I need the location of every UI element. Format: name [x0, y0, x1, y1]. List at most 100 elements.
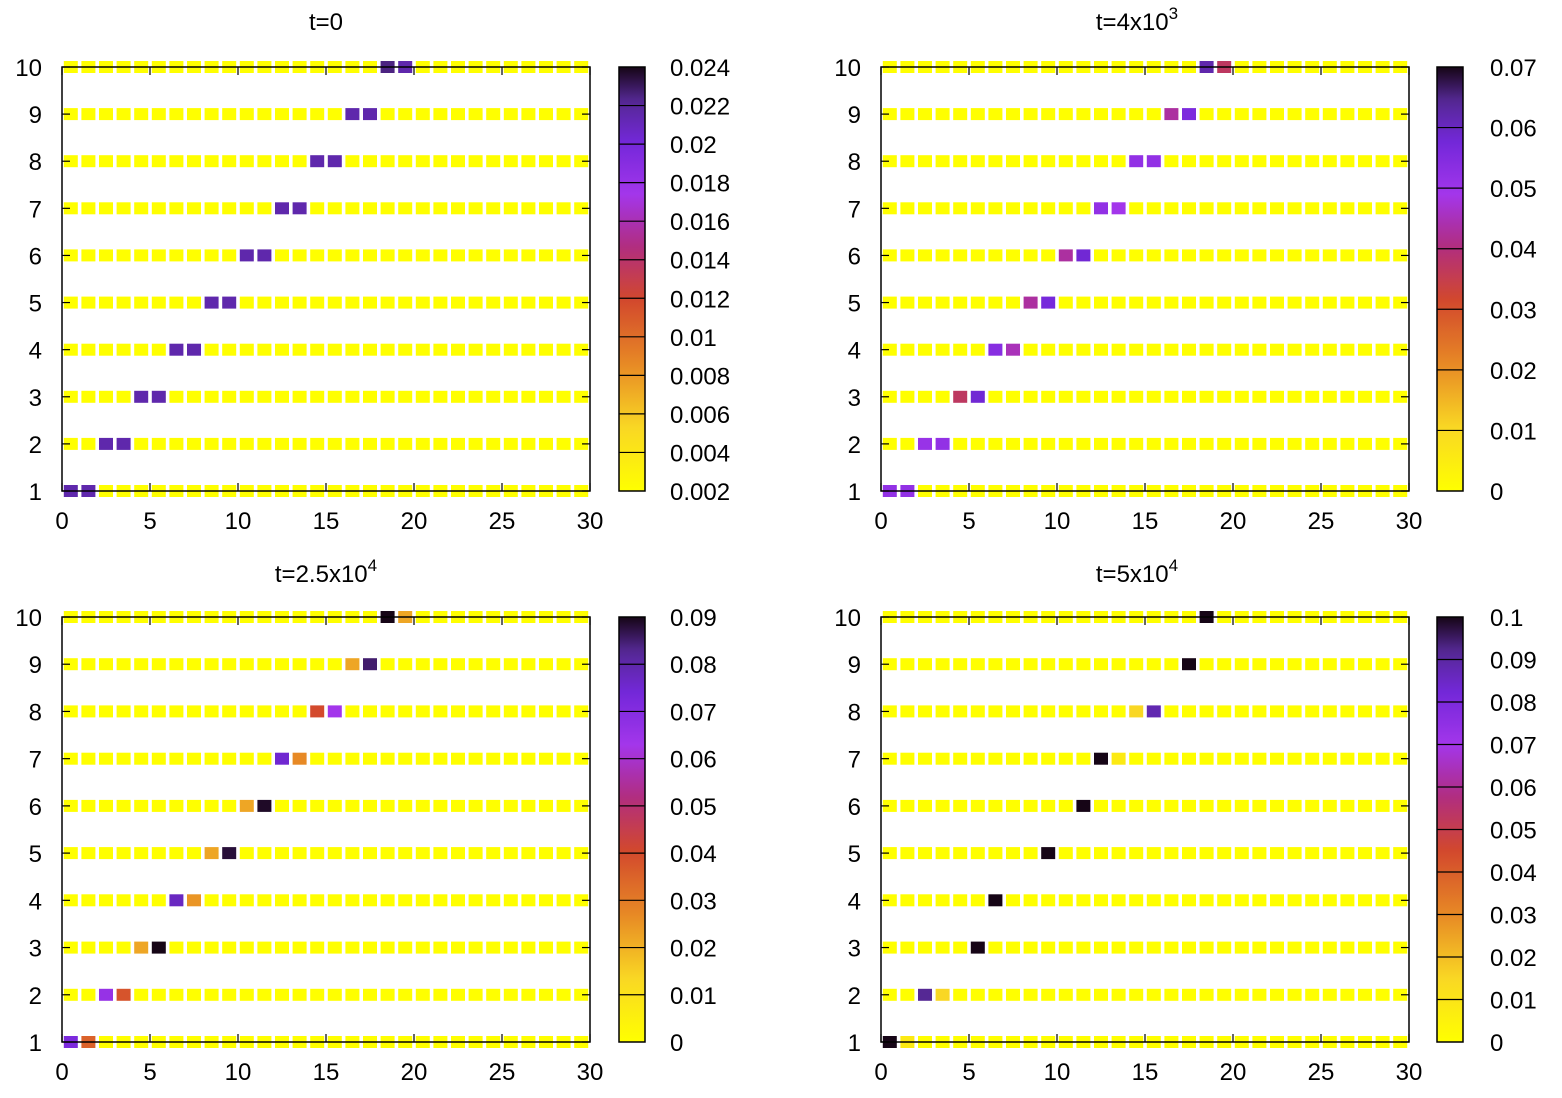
colorbar-tick-label: 0 [670, 1030, 683, 1057]
heatmap-cell [1076, 202, 1091, 215]
heatmap-cell [953, 437, 968, 450]
y-tick-label: 2 [29, 983, 42, 1010]
heatmap-cell [222, 658, 237, 671]
heatmap-cell [1076, 894, 1091, 907]
heatmap-cell [415, 847, 430, 860]
heatmap-cell [327, 437, 342, 450]
heatmap-cell [327, 108, 342, 121]
heatmap-cell [574, 658, 589, 671]
heatmap-cell [503, 390, 518, 403]
heatmap-cell [1358, 296, 1372, 309]
heatmap-cell [116, 155, 131, 168]
heatmap-cell [468, 296, 483, 309]
heatmap-cell [556, 894, 571, 907]
heatmap-cell [970, 437, 985, 450]
y-tick-label: 5 [29, 841, 42, 868]
heatmap-cell [81, 155, 96, 168]
heatmap-cell [134, 705, 149, 718]
heatmap-cell [415, 343, 430, 356]
heatmap-cell [292, 941, 307, 954]
heatmap-cell [1252, 847, 1267, 860]
heatmap-cell [1340, 847, 1355, 860]
heatmap-cell [574, 249, 589, 262]
heatmap-cell [1217, 894, 1232, 907]
heatmap-cell [451, 847, 465, 860]
heatmap-cell [1217, 799, 1232, 812]
heatmap-cell [988, 988, 1003, 1001]
heatmap-cell-highlight [1094, 752, 1108, 765]
y-tick-label: 3 [29, 385, 42, 412]
colorbar-tick-label: 0.02 [1490, 358, 1537, 385]
heatmap-cell [935, 941, 950, 954]
heatmap-cell [1217, 847, 1232, 860]
heatmap-cell [222, 108, 237, 121]
heatmap-cell [574, 155, 589, 168]
heatmap-cell [486, 390, 501, 403]
heatmap-cell [539, 155, 553, 168]
heatmap-cell-highlight [151, 941, 166, 954]
heatmap-cell [275, 249, 289, 262]
heatmap-cell [1058, 847, 1073, 860]
heatmap-cell [1393, 296, 1408, 309]
heatmap-cell [1023, 108, 1038, 121]
heatmap-cell [574, 988, 589, 1001]
heatmap-cell [468, 752, 483, 765]
heatmap-cell [1129, 799, 1144, 812]
heatmap-cell [398, 437, 413, 450]
colorbar-tick-label: 0.09 [670, 605, 717, 632]
heatmap-cell [574, 296, 589, 309]
heatmap-cell [1340, 390, 1355, 403]
heatmap-cell [433, 155, 448, 168]
heatmap-cell [222, 343, 237, 356]
heatmap-cell [953, 108, 968, 121]
heatmap-cell [468, 988, 483, 1001]
heatmap-cell [556, 705, 571, 718]
heatmap-cell [151, 296, 166, 309]
heatmap-cell [988, 941, 1003, 954]
heatmap-cell [222, 894, 237, 907]
x-tick-label: 15 [1132, 1059, 1159, 1086]
heatmap-cell [1393, 155, 1408, 168]
heatmap-cell [451, 752, 465, 765]
heatmap-cell [292, 155, 307, 168]
heatmap-cell [169, 437, 184, 450]
heatmap-cell [521, 202, 536, 215]
colorbar [618, 66, 646, 492]
heatmap-cell [1234, 296, 1249, 309]
heatmap-cell [1305, 343, 1320, 356]
heatmap-cell [134, 155, 149, 168]
heatmap-cell [433, 799, 448, 812]
heatmap-cell [1270, 437, 1284, 450]
x-tick-label: 30 [577, 1059, 604, 1086]
heatmap-cell [275, 988, 289, 1001]
heatmap-cell [1164, 847, 1179, 860]
heatmap-cell [486, 799, 501, 812]
heatmap-cell-highlight [204, 847, 219, 860]
heatmap-cell [988, 202, 1003, 215]
heatmap-cell [1234, 941, 1249, 954]
heatmap-cell [935, 799, 950, 812]
heatmap-cell [1252, 108, 1267, 121]
heatmap-cell-highlight [1111, 202, 1126, 215]
heatmap-cell [556, 799, 571, 812]
heatmap-cell [433, 343, 448, 356]
heatmap-cell [99, 705, 113, 718]
heatmap-cell [503, 799, 518, 812]
heatmap-cell [1287, 390, 1302, 403]
x-tick-label: 5 [143, 508, 156, 535]
heatmap-cell [380, 894, 395, 907]
heatmap-cell [970, 155, 985, 168]
x-tick-label: 30 [577, 508, 604, 535]
heatmap-cell [1322, 108, 1337, 121]
heatmap-cell [1023, 155, 1038, 168]
heatmap-cell-highlight [204, 296, 219, 309]
heatmap-cell-highlight [1164, 108, 1179, 121]
heatmap-cell [451, 202, 465, 215]
heatmap-cell [81, 941, 96, 954]
x-tick-label: 0 [55, 508, 68, 535]
heatmap-cell [222, 249, 237, 262]
heatmap-cell [204, 249, 219, 262]
heatmap-cell [99, 249, 113, 262]
heatmap-cell [363, 941, 377, 954]
heatmap-cell [99, 752, 113, 765]
